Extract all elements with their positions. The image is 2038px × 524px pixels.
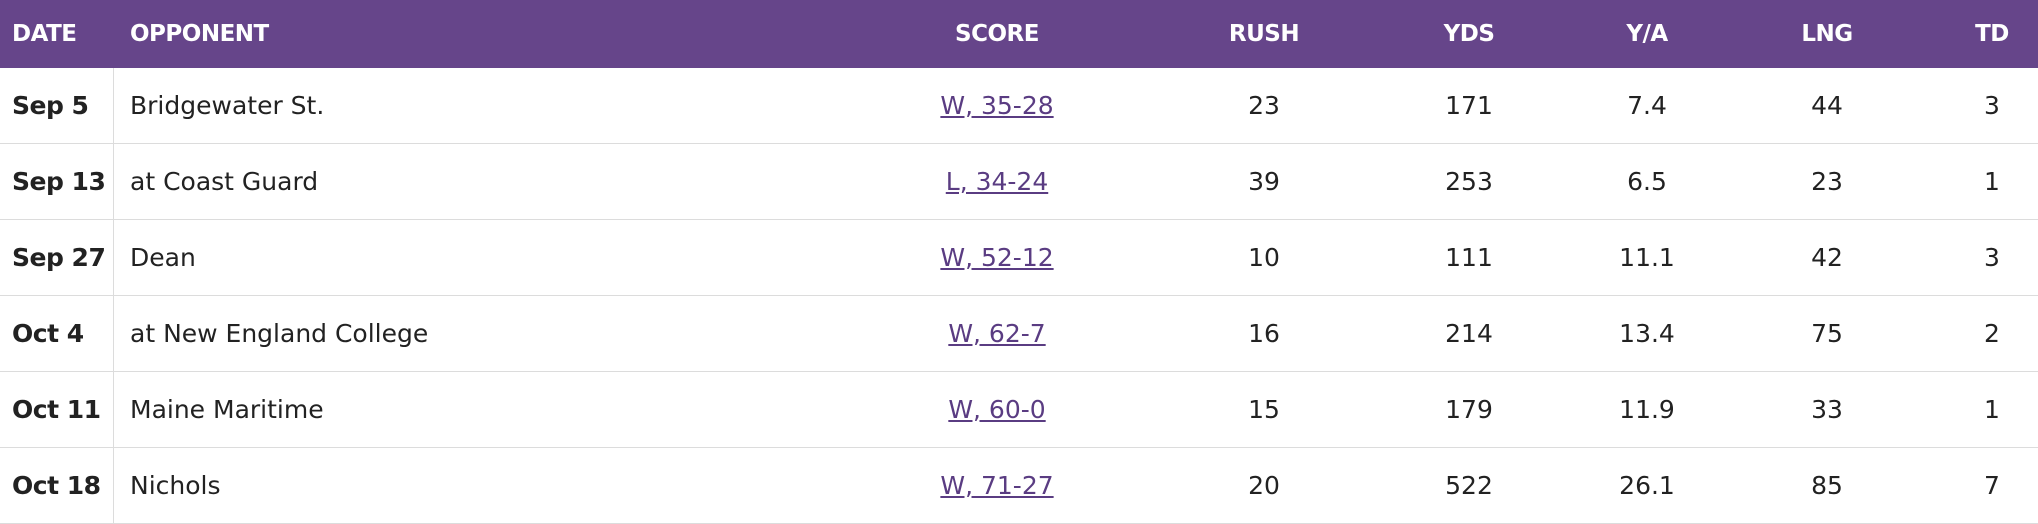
td-cell: 7 [1984,471,2000,500]
column-divider [113,68,114,144]
opponent-cell: Bridgewater St. [130,91,325,120]
ya-cell: 13.4 [1619,319,1675,348]
score-link[interactable]: W, 52-12 [940,243,1054,272]
ya-cell: 6.5 [1627,167,1667,196]
score-link[interactable]: W, 35-28 [940,91,1054,120]
date-cell: Sep 27 [12,243,106,272]
header-date: DATE [12,21,77,47]
yds-cell: 111 [1445,243,1493,272]
table-row: Oct 11 Maine Maritime W, 60-0 15 179 11.9 33 1 [0,372,2038,448]
column-divider [113,144,114,220]
opponent-cell: at New England College [130,319,429,348]
opponent-cell: Dean [130,243,196,272]
date-cell: Oct 11 [12,395,101,424]
td-cell: 1 [1984,395,2000,424]
rush-cell: 15 [1248,395,1280,424]
opponent-cell: Maine Maritime [130,395,324,424]
lng-cell: 85 [1811,471,1843,500]
column-divider [113,448,114,524]
opponent-cell: at Coast Guard [130,167,319,196]
td-cell: 3 [1984,243,2000,272]
header-rush: RUSH [1228,21,1300,47]
header-ya: Y/A [1626,21,1668,47]
score-cell: W, 35-28 [940,68,1053,143]
td-cell: 2 [1984,319,2000,348]
rush-cell: 16 [1248,319,1280,348]
yds-cell: 171 [1445,91,1493,120]
header-row: DATE OPPONENT SCORE RUSH YDS Y/A LNG TD [0,0,2038,68]
header-td: TD [1975,21,2009,47]
rush-cell: 23 [1248,91,1280,120]
column-divider [113,296,114,372]
yds-cell: 214 [1445,319,1493,348]
rush-cell: 10 [1248,243,1280,272]
td-cell: 1 [1984,167,2000,196]
date-cell: Sep 13 [12,167,106,196]
rush-cell: 39 [1248,167,1280,196]
score-cell: L, 34-24 [946,144,1048,219]
yds-cell: 522 [1445,471,1493,500]
td-cell: 3 [1984,91,2000,120]
opponent-cell: Nichols [130,471,221,500]
table-row: Oct 4 at New England College W, 62-7 16 214 1… [0,296,2038,372]
ya-cell: 26.1 [1619,471,1675,500]
score-cell: W, 60-0 [948,372,1045,447]
table-row: Sep 27 Dean W, 52-12 10 111 11.1 42 3 [0,220,2038,296]
ya-cell: 11.1 [1619,243,1675,272]
table-row: Sep 13 at Coast Guard L, 34-24 39 253 6.5 23 1 [0,144,2038,220]
table-row: Oct 18 Nichols W, 71-27 20 522 26.1 85 7 [0,448,2038,524]
table-row: Sep 5 Bridgewater St. W, 35-28 23 171 7.4 44 3 [0,68,2038,144]
header-score: SCORE [955,21,1039,47]
column-divider [113,372,114,448]
date-cell: Oct 18 [12,471,101,500]
date-cell: Sep 5 [12,91,89,120]
lng-cell: 75 [1811,319,1843,348]
yds-cell: 179 [1445,395,1493,424]
score-link[interactable]: L, 34-24 [945,167,1049,196]
ya-cell: 11.9 [1619,395,1675,424]
date-cell: Oct 4 [12,319,84,348]
rush-cell: 20 [1248,471,1280,500]
header-lng: LNG [1801,21,1853,47]
ya-cell: 7.4 [1627,91,1667,120]
lng-cell: 33 [1811,395,1843,424]
lng-cell: 44 [1811,91,1843,120]
score-link[interactable]: W, 60-0 [948,395,1046,424]
header-opponent: OPPONENT [130,21,269,47]
score-link[interactable]: W, 71-27 [940,471,1054,500]
score-cell: W, 71-27 [940,448,1053,523]
score-link[interactable]: W, 62-7 [948,319,1046,348]
lng-cell: 42 [1811,243,1843,272]
header-yds: YDS [1443,21,1495,47]
column-divider [113,220,114,296]
lng-cell: 23 [1811,167,1843,196]
score-cell: W, 62-7 [948,296,1045,371]
yds-cell: 253 [1445,167,1493,196]
score-cell: W, 52-12 [940,220,1053,295]
